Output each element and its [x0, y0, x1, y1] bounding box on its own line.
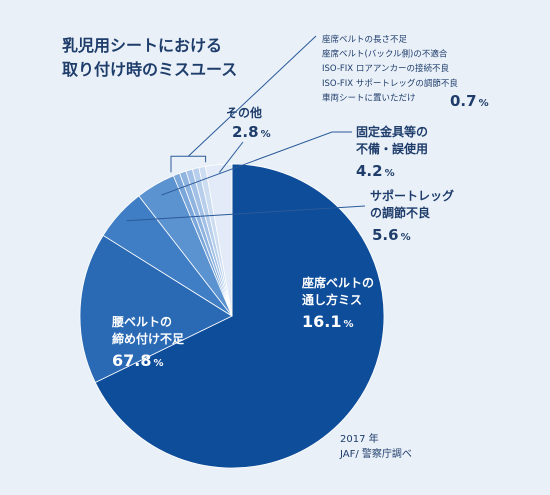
- slice-label: サポートレッグの調節不良: [370, 188, 454, 220]
- pie-slice: [79, 234, 233, 383]
- slice-value: 16.1%: [302, 312, 354, 331]
- slice-value: 67.8%: [112, 351, 164, 370]
- slice-label: 固定金具等の不備・誤使用: [356, 124, 428, 156]
- slice-label: 腰ベルトの締め付け不足: [111, 314, 184, 346]
- slice-label: 座席ベルトの通し方ミス: [301, 275, 374, 307]
- leader-line: [126, 205, 366, 222]
- small-group-value: 0.7%: [450, 92, 489, 110]
- small-slice-label: 車両シートに置いただけ: [322, 92, 416, 103]
- source-note: 2017 年 JAF/ 警察庁調べ: [339, 432, 412, 460]
- chart-title: 乳児用シートにおける取り付け時のミスユース: [62, 36, 237, 79]
- slice-value: 4.2%: [356, 162, 395, 180]
- leader-line: [161, 131, 352, 196]
- slice-value: 2.8%: [232, 123, 271, 141]
- small-slice-label: 座席ベルトの長さ不足: [322, 34, 408, 45]
- slice-value: 5.6%: [372, 226, 411, 244]
- small-slice-label: 座席ベルト(バックル側)の不適合: [322, 49, 448, 60]
- slice-label: その他: [226, 105, 262, 120]
- pie-slice: [94, 163, 385, 469]
- pie-slice: [204, 163, 233, 317]
- small-slice-label: ISO-FIX サポートレッグの調節不良: [322, 78, 458, 89]
- small-slice-label: ISO-FIX ロアアンカーの接続不良: [322, 63, 449, 74]
- leader-line: [187, 35, 317, 157]
- leader-line: [218, 141, 244, 173]
